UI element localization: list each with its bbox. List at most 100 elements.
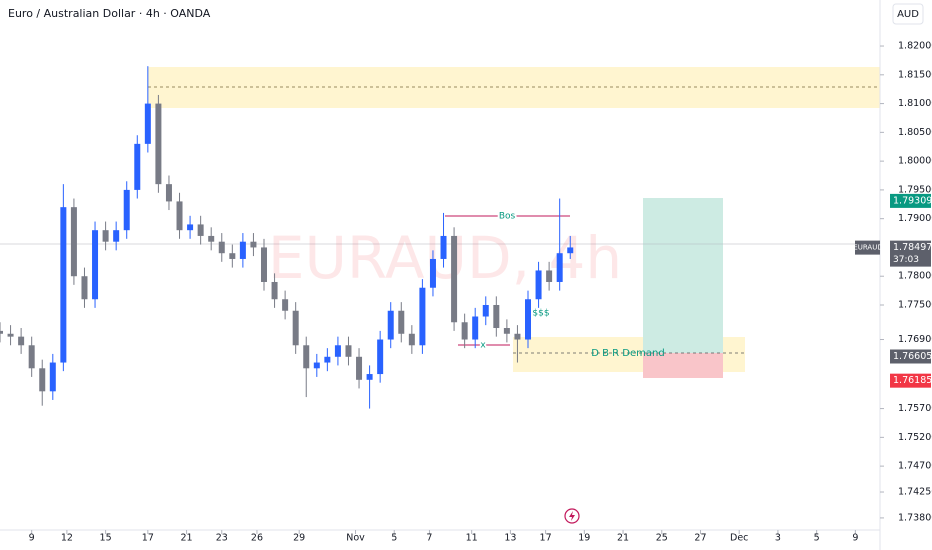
candle-body [356, 356, 363, 380]
candle-body [503, 328, 510, 334]
liquidity-label: $$$ [532, 309, 549, 319]
candle-body [49, 362, 56, 392]
candle-body [113, 230, 120, 242]
y-tick-label: 1.81500 [898, 69, 932, 80]
candle-body [39, 368, 46, 392]
candle-body [197, 224, 204, 236]
candle-body [7, 333, 14, 337]
candle-body [176, 201, 183, 231]
price-tag [890, 240, 931, 267]
y-tick-label: 1.75700 [898, 403, 932, 414]
candle-body [313, 362, 320, 369]
price-tag [890, 349, 931, 364]
candle-body [324, 356, 331, 363]
candle-body [472, 316, 479, 340]
demand-label: D B R Demand [591, 348, 664, 359]
stop-box [643, 353, 723, 378]
y-tick-label: 1.82000 [898, 41, 932, 52]
x-tick-label: 23 [216, 533, 228, 544]
x-tick-label: 21 [617, 533, 629, 544]
currency: AUD [897, 9, 919, 20]
x-tick-label: 26 [251, 533, 263, 544]
candle-body [81, 276, 88, 300]
candle-body [239, 241, 246, 259]
y-tick-label: 1.79000 [898, 213, 932, 224]
x-tick-label: 29 [293, 533, 305, 544]
y-tick-label: 1.79500 [898, 184, 932, 195]
bos-label: Bos [499, 212, 516, 222]
candle-body [377, 339, 384, 375]
candle-body [493, 304, 500, 329]
x-tick-label: 21 [181, 533, 193, 544]
x-tick-label: 25 [656, 533, 668, 544]
candle-body [451, 235, 458, 323]
candle-body [303, 345, 310, 369]
candle-body [144, 103, 151, 144]
candle-body [102, 230, 109, 242]
x-tick-label: 17 [142, 533, 154, 544]
y-tick-label: 1.75200 [898, 432, 932, 443]
y-tick-label: 1.73800 [898, 512, 932, 523]
candle-body [419, 287, 426, 346]
candle-body [514, 333, 521, 340]
candle-body [229, 253, 236, 259]
candle-body [334, 345, 341, 357]
candle-body [271, 281, 278, 300]
candle-body [429, 258, 436, 288]
x-tick-label: 9 [852, 533, 858, 544]
currency-box[interactable] [892, 3, 924, 25]
candle-body [60, 207, 67, 363]
x-tick-label: 9 [29, 533, 35, 544]
chart-title: Euro / Australian Dollar · 4h · OANDA [8, 7, 211, 20]
event-icon[interactable] [564, 508, 580, 524]
candle-body [556, 253, 563, 282]
candle-body [18, 336, 25, 346]
candle-body [292, 310, 299, 346]
candle-body [187, 224, 194, 231]
candle-body [461, 322, 468, 340]
symbol-tag [855, 240, 880, 255]
candle-body [345, 345, 352, 357]
candle-body [525, 299, 531, 340]
candle-body [440, 235, 447, 259]
candle-body [535, 270, 542, 300]
candle-body [250, 241, 257, 248]
candle-body [408, 333, 415, 346]
x-tick-label: 11 [466, 533, 478, 544]
candle-body [366, 374, 373, 380]
candle-body [282, 299, 289, 311]
candle-body [134, 143, 141, 190]
candle-body [123, 189, 130, 231]
candle-body [398, 310, 405, 334]
candle-body [546, 270, 553, 282]
x-tick-label: 3 [775, 533, 781, 544]
price-tag-label: 1.78497 [893, 242, 932, 253]
target-box [643, 198, 723, 353]
x-tick-label: Nov [346, 533, 365, 544]
y-tick-label: 1.74250 [898, 487, 932, 498]
x-tick-label: 15 [100, 533, 112, 544]
candle-body [165, 184, 172, 202]
y-tick-label: 1.80500 [898, 127, 932, 138]
x-tick-label: 17 [540, 533, 552, 544]
x-tick-label: 13 [504, 533, 516, 544]
candle-body [261, 247, 267, 282]
x-tick-label: 5 [391, 533, 397, 544]
price-tag-label: 1.79309 [893, 195, 932, 206]
x-tick-label: 19 [578, 533, 590, 544]
event-bolt [569, 511, 575, 521]
candle-body [218, 241, 225, 254]
candle-body [92, 230, 99, 300]
candle-body [387, 310, 394, 340]
y-tick-label: 1.81000 [898, 98, 932, 109]
candle-body [0, 330, 3, 334]
price-tag-label: 1.76605 [893, 351, 932, 362]
y-tick-label: 1.80000 [898, 156, 932, 167]
x-tick-label: 5 [814, 533, 820, 544]
price-tag [890, 373, 931, 388]
countdown-label: 37:03 [893, 255, 919, 265]
price-tag-label: 1.76185 [893, 375, 932, 386]
x-tick-label: 12 [61, 533, 73, 544]
symbol-label: EURAUD [853, 244, 882, 252]
